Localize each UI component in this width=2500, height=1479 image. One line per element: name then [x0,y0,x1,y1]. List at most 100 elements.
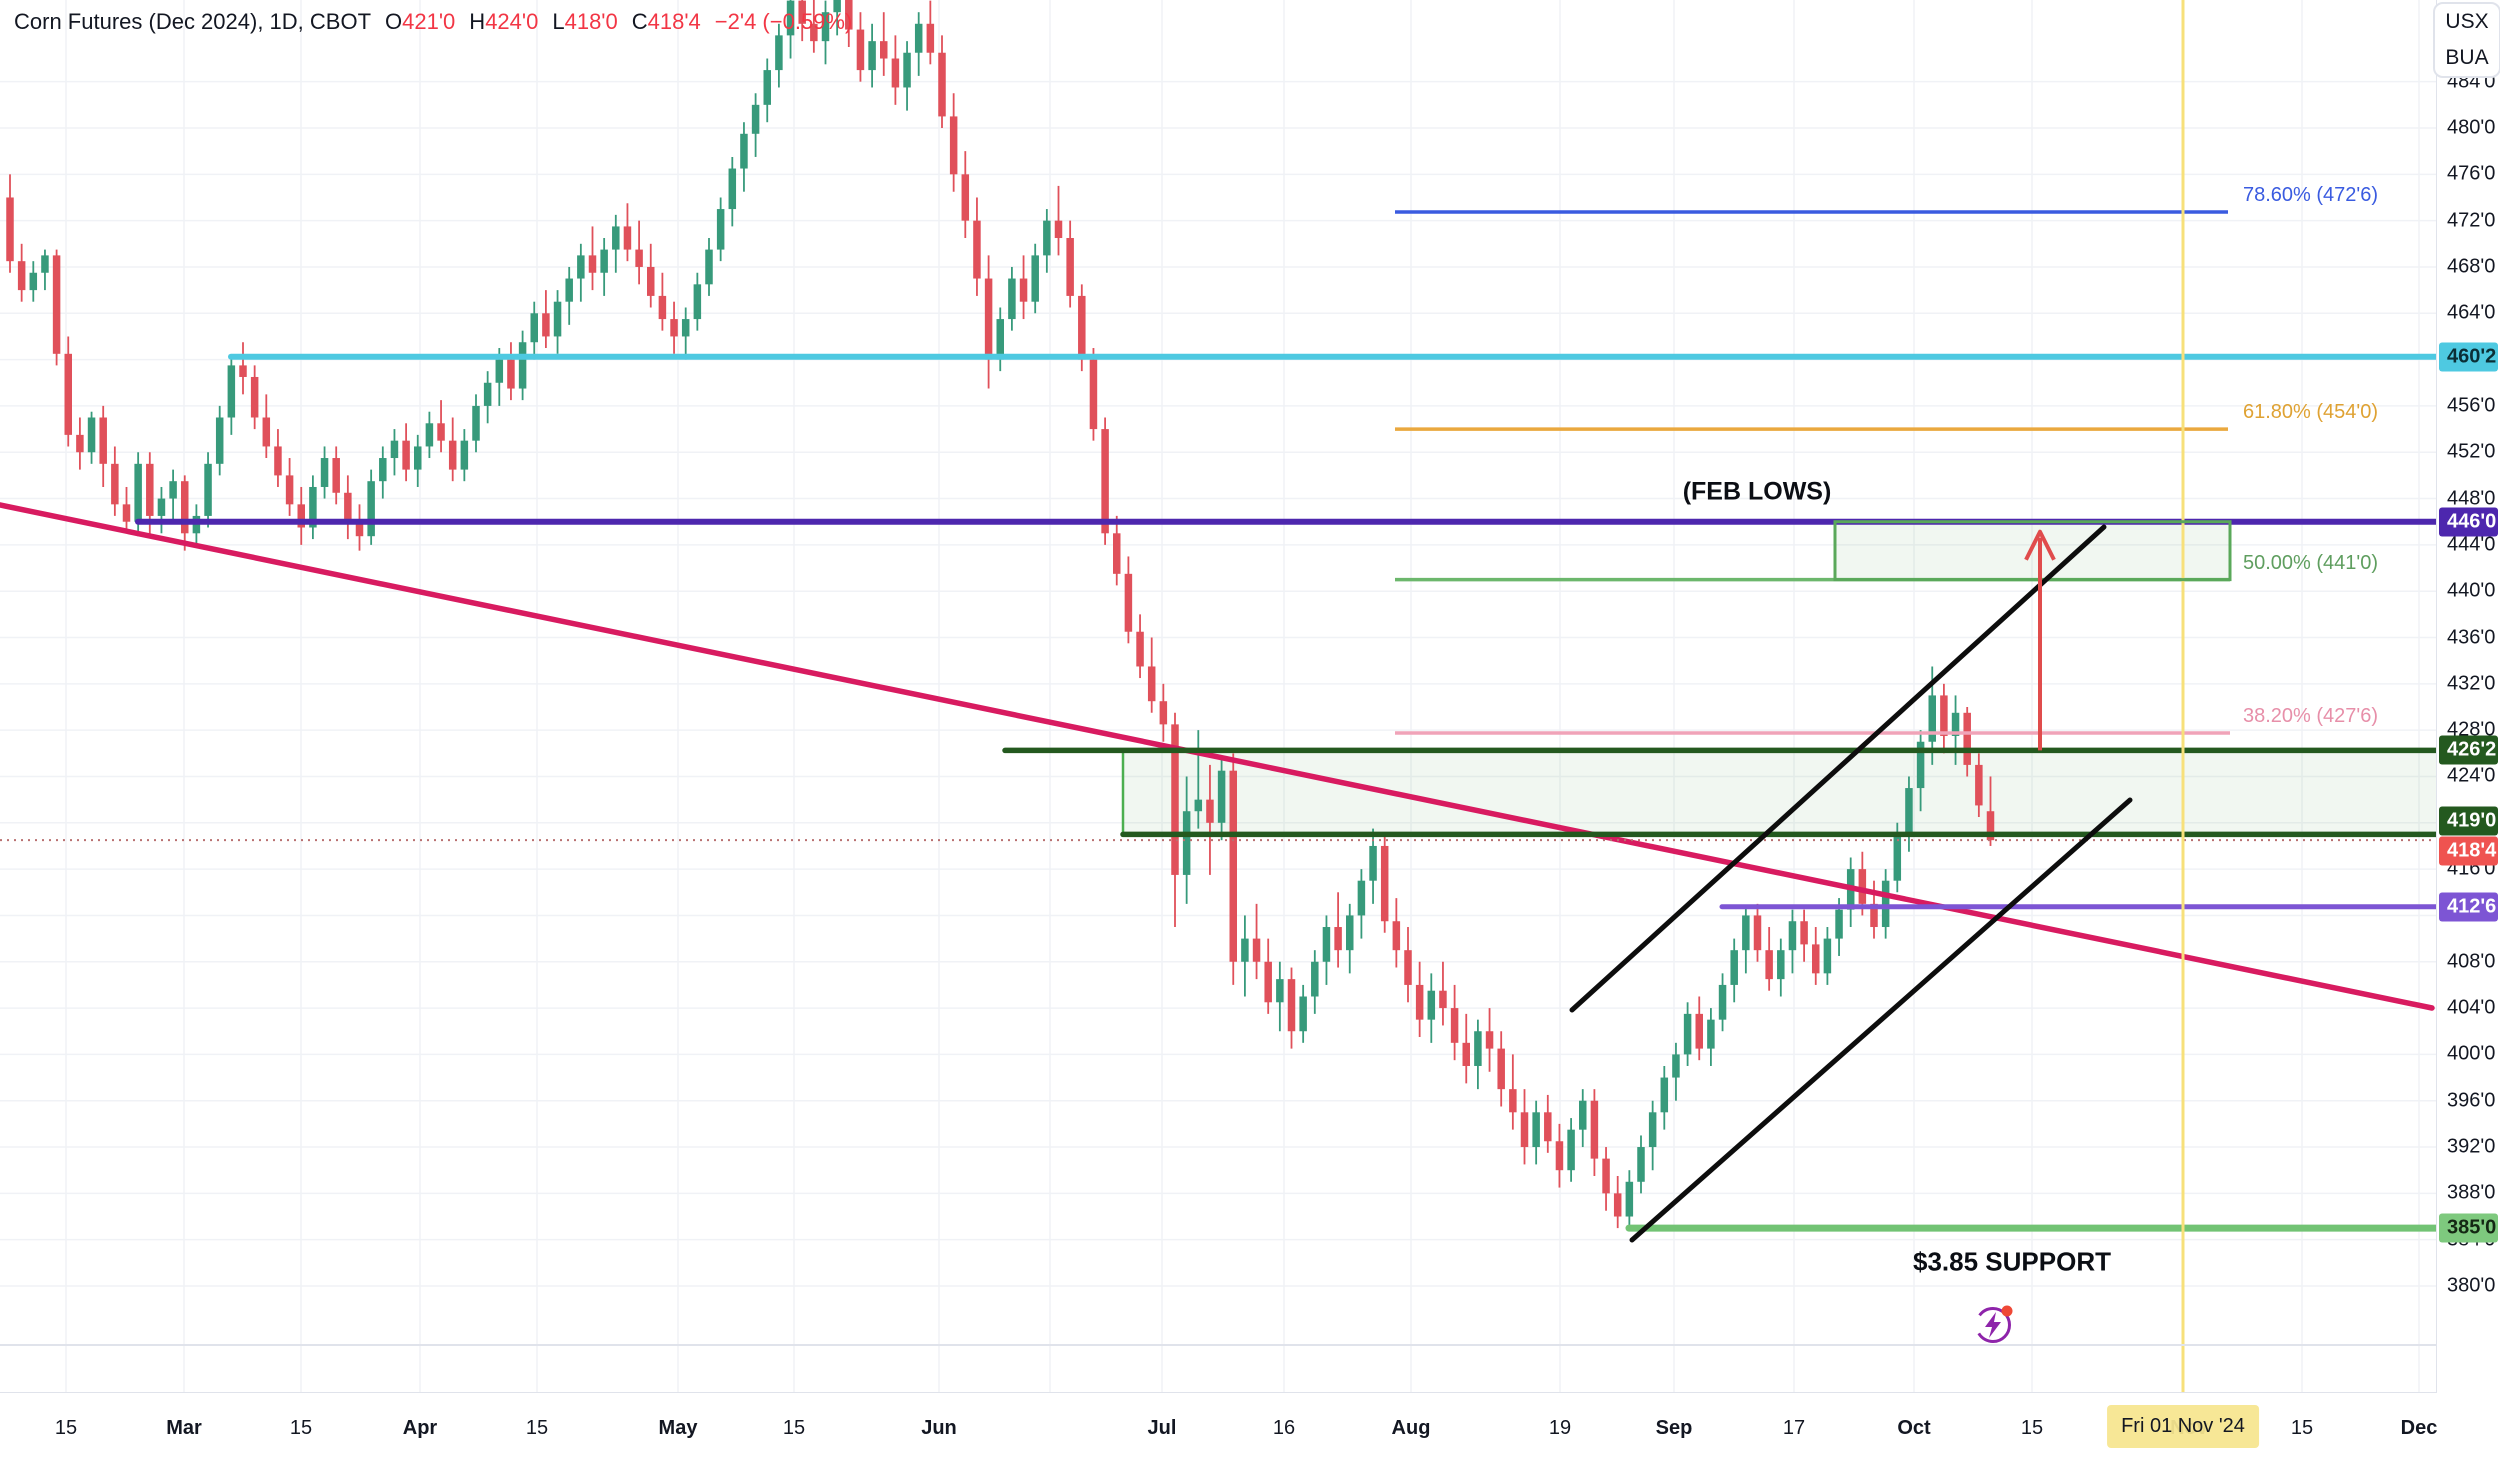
candle-body [483,382,492,406]
candle-body [600,249,608,273]
candle-body [810,23,818,42]
candle-body [716,209,725,250]
candle-body [891,58,900,88]
time-axis-label: 16 [1272,1417,1296,1439]
candlesticks [6,0,1995,1229]
candle-body [1462,1042,1470,1066]
candle-body [309,486,317,528]
candle-body [122,504,131,522]
symbol-title[interactable]: Corn Futures (Dec 2024), 1D, CBOT [14,9,372,34]
candle-body [111,463,119,505]
time-axis-label: Mar [166,1417,202,1439]
candle-body [1206,799,1214,823]
candle-body [227,365,236,418]
fib-level-label: 78.60% (472'6) [2243,183,2379,206]
candle-body [495,359,504,383]
candle-body [1008,278,1016,320]
candle-body [973,220,981,279]
candle-body [1089,359,1098,430]
candle-body [949,116,958,175]
candle-body [1707,1019,1715,1049]
price-axis-label: 428'0 [2447,718,2496,741]
candle-body [914,23,923,53]
price-axis-label: 444'0 [2447,533,2496,556]
candle-body [1986,811,1995,841]
time-axis-label: 17 [1782,1417,1806,1439]
currency-button[interactable]: USX [2445,10,2489,33]
candle-body [518,342,527,389]
time-axis-label: Apr [402,1417,438,1439]
price-axis-label: 392'0 [2447,1135,2496,1158]
price-axis-label: 436'0 [2447,626,2496,649]
candle-body [1299,996,1307,1032]
candle-body [693,284,702,320]
price-marker-label: 385'0 [2439,1213,2498,1243]
candle-body [1217,770,1226,823]
candle-body [1765,950,1773,980]
candle-body [845,0,853,30]
candle-body [320,458,329,487]
candle-body [1753,915,1762,951]
candle-body [1066,238,1074,296]
candle-body [1870,903,1878,928]
candle-body [29,272,38,291]
candle-body [87,417,96,453]
candle-body [1229,770,1237,962]
candle-body [1380,845,1389,922]
candle-body [751,104,760,134]
candle-body [1777,950,1785,980]
price-axis-label: 432'0 [2447,672,2496,695]
candle-body [1881,880,1890,928]
time-axis-label: 19 [1548,1417,1572,1439]
candle-body [1078,295,1086,360]
close-value: 418'4 [647,9,701,34]
candle-body [565,278,573,302]
price-axis-label: 472'0 [2447,209,2496,232]
candle-body [460,440,469,470]
candle-body [507,359,515,389]
price-axis-label: 456'0 [2447,394,2496,417]
price-marker-label: 419'0 [2439,806,2498,836]
channel-line[interactable] [1629,797,2133,1243]
candle-body [868,41,876,71]
candle-body [542,313,550,337]
currency-unit-selector[interactable]: USX BUA [2433,2,2500,78]
channel-line[interactable] [1569,524,2107,1013]
candle-body [437,423,445,441]
candle-body [1940,695,1948,736]
support-annotation: $3.85 SUPPORT [1913,1246,2111,1277]
price-axis-label: 440'0 [2447,579,2496,602]
candle-body [553,301,562,337]
candle-body [1392,921,1401,951]
candle-body [1450,1008,1459,1043]
candle-body [1043,220,1051,256]
candle-body [41,255,49,273]
time-axis-label: Oct [1897,1417,1931,1439]
target-box[interactable] [1833,520,2232,582]
time-axis-label: Jul [1147,1417,1177,1439]
candle-body [1812,944,1820,974]
feb-lows-annotation: (FEB LOWS) [1682,477,1832,506]
event-marker[interactable] [1971,1302,2017,1348]
candle-body [577,255,585,279]
price-marker-label: 426'2 [2439,735,2498,765]
fib-level-label: 50.00% (441'0) [2243,551,2379,574]
candle-body [647,266,655,296]
candle-body [1019,278,1028,302]
candle-body [134,463,142,522]
unit-button[interactable]: BUA [2445,46,2489,69]
candle-body [297,504,305,528]
downtrend-line[interactable] [0,502,2435,1011]
price-axis-label: 464'0 [2447,301,2496,324]
candle-body [64,353,72,435]
price-axis-label: 408'0 [2447,950,2496,973]
time-axis[interactable]: 15 Mar 15 Apr 15 May 15 Jun Jul 16 Aug 19 Sep 17 Oct 15… [0,1393,2500,1479]
candle-body [1497,1048,1505,1090]
time-axis-label: Aug [1391,1417,1431,1439]
time-axis-label: 15 [2020,1417,2044,1439]
price-axis[interactable]: 380'0384'0388'0392'0396'0400'0404'0408'0… [2437,0,2500,1479]
candle-body [1276,979,1284,1003]
candle-body [1404,950,1412,985]
